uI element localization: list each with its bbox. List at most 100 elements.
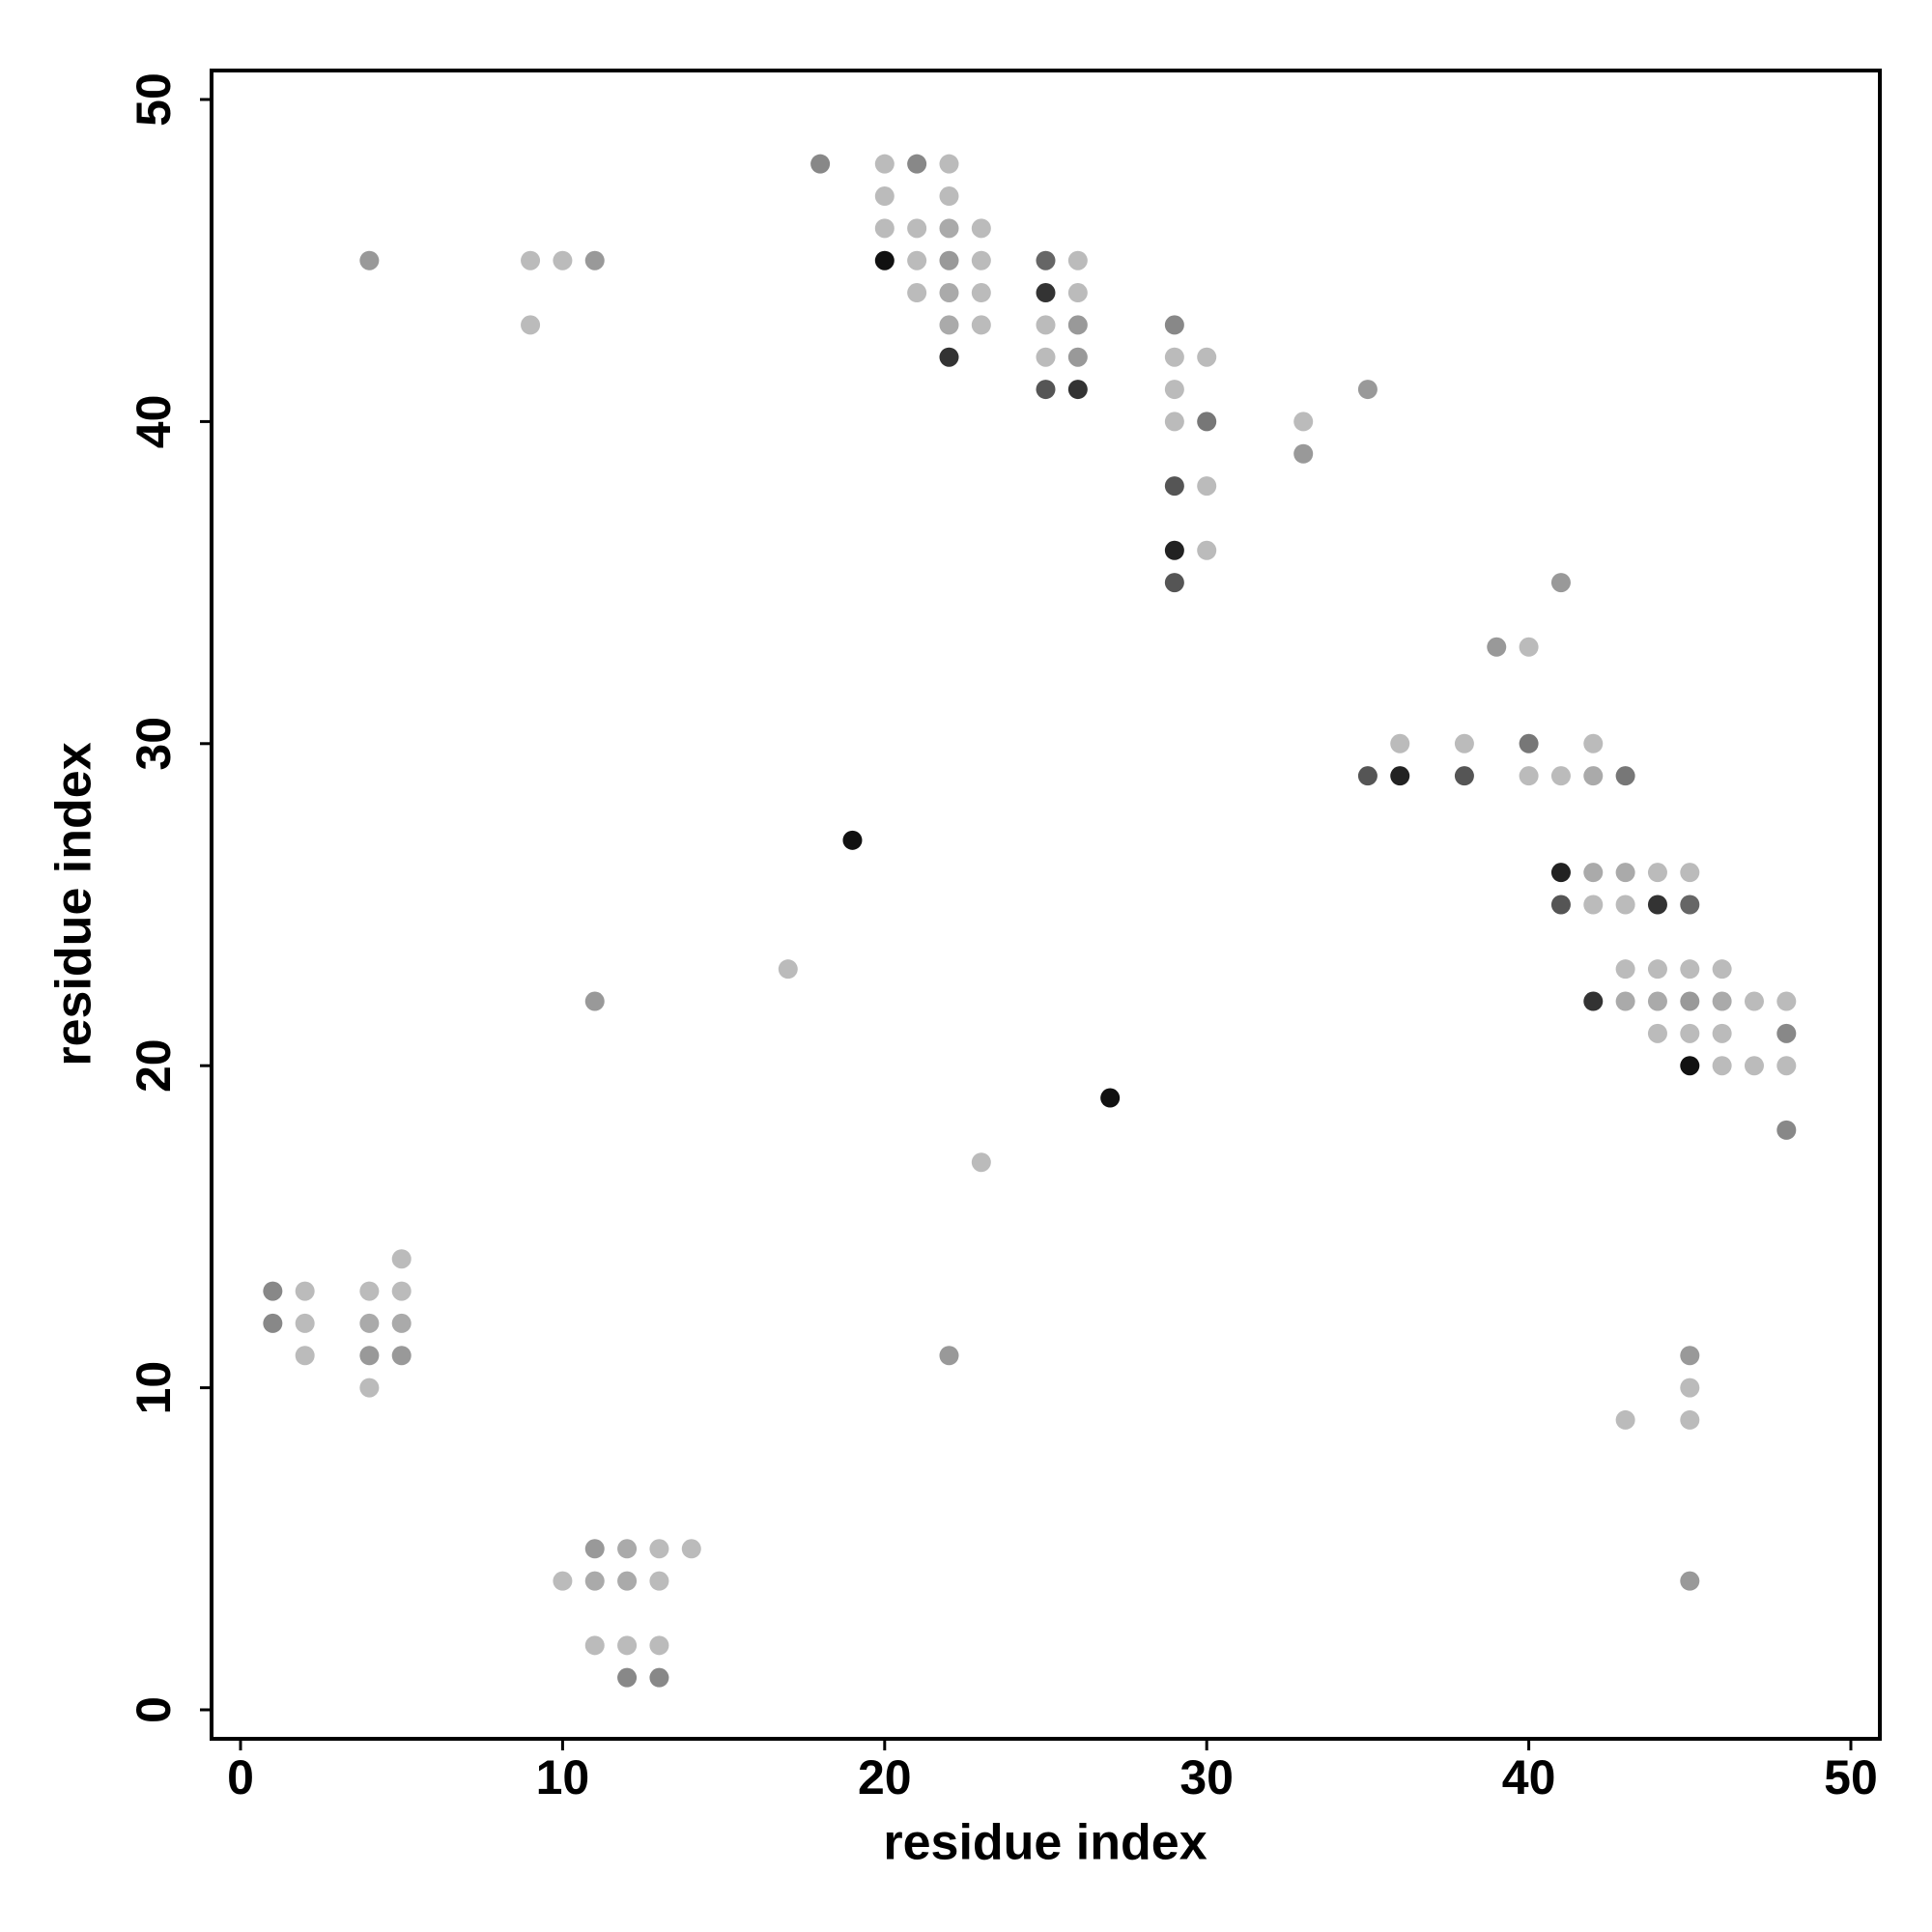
point (681, 1539, 701, 1559)
point (907, 154, 927, 174)
point (1454, 766, 1474, 786)
point (1615, 1409, 1635, 1430)
point (1164, 412, 1184, 432)
point (1583, 733, 1604, 753)
point (359, 1378, 380, 1398)
point (1615, 895, 1635, 915)
point (1615, 991, 1635, 1011)
point (1680, 1056, 1700, 1076)
point (1776, 1023, 1797, 1043)
point (1487, 637, 1507, 657)
point (295, 1346, 315, 1366)
point (907, 250, 927, 270)
point (649, 1635, 669, 1656)
point (1712, 1056, 1732, 1076)
point (1680, 863, 1700, 883)
point (1680, 895, 1700, 915)
point (1680, 1409, 1700, 1430)
point (1067, 250, 1088, 270)
point (1680, 1571, 1700, 1591)
point (553, 1571, 573, 1591)
point (1615, 863, 1635, 883)
point (521, 315, 541, 335)
point (584, 991, 605, 1011)
point (649, 1571, 669, 1591)
x-tick-label: 10 (536, 1750, 590, 1804)
point (1164, 476, 1184, 497)
point (1615, 959, 1635, 980)
point (1036, 347, 1056, 367)
point (1036, 250, 1056, 270)
point (1197, 476, 1217, 497)
point (617, 1635, 638, 1656)
point (1680, 1346, 1700, 1366)
point (391, 1346, 412, 1366)
point (1357, 766, 1378, 786)
point (1680, 959, 1700, 980)
y-axis-title: residue index (46, 742, 102, 1065)
point (1550, 766, 1571, 786)
point (1712, 959, 1732, 980)
plot-frame (210, 69, 1882, 1741)
point (907, 283, 927, 303)
x-tick-label: 40 (1502, 1750, 1556, 1804)
point (939, 283, 959, 303)
point (1293, 443, 1314, 464)
y-tick-label: 50 (127, 72, 181, 127)
point (1550, 895, 1571, 915)
point (1615, 766, 1635, 786)
point (1164, 380, 1184, 400)
point (1647, 863, 1667, 883)
point (1067, 315, 1088, 335)
point (1583, 895, 1604, 915)
x-tick-label: 50 (1824, 1750, 1878, 1804)
point (1647, 959, 1667, 980)
point (584, 250, 605, 270)
point (971, 1152, 991, 1173)
point (617, 1539, 638, 1559)
point (1067, 347, 1088, 367)
point (1164, 347, 1184, 367)
point (971, 283, 991, 303)
point (1776, 1120, 1797, 1140)
point (359, 1313, 380, 1333)
point (1164, 573, 1184, 593)
point (1390, 733, 1410, 753)
point (584, 1539, 605, 1559)
point (295, 1313, 315, 1333)
x-tick-label: 0 (227, 1750, 254, 1804)
point (1197, 412, 1217, 432)
y-tick-label: 40 (127, 395, 181, 449)
point (263, 1313, 283, 1333)
point (939, 1346, 959, 1366)
point (1293, 412, 1314, 432)
point (263, 1281, 283, 1301)
point (939, 154, 959, 174)
point (1712, 991, 1732, 1011)
point (1197, 540, 1217, 560)
point (521, 250, 541, 270)
point (874, 186, 895, 207)
point (1454, 733, 1474, 753)
point (391, 1281, 412, 1301)
point (1519, 733, 1539, 753)
y-tick-label: 10 (127, 1361, 181, 1415)
point (295, 1281, 315, 1301)
point (971, 315, 991, 335)
point (778, 959, 798, 980)
point (391, 1249, 412, 1269)
point (1036, 283, 1056, 303)
point (1583, 766, 1604, 786)
point (874, 250, 895, 270)
point (1776, 1056, 1797, 1076)
point (1519, 766, 1539, 786)
point (1744, 991, 1764, 1011)
point (1583, 991, 1604, 1011)
point (810, 154, 831, 174)
point (1357, 380, 1378, 400)
point (1550, 863, 1571, 883)
point (1197, 347, 1217, 367)
point (842, 830, 863, 850)
